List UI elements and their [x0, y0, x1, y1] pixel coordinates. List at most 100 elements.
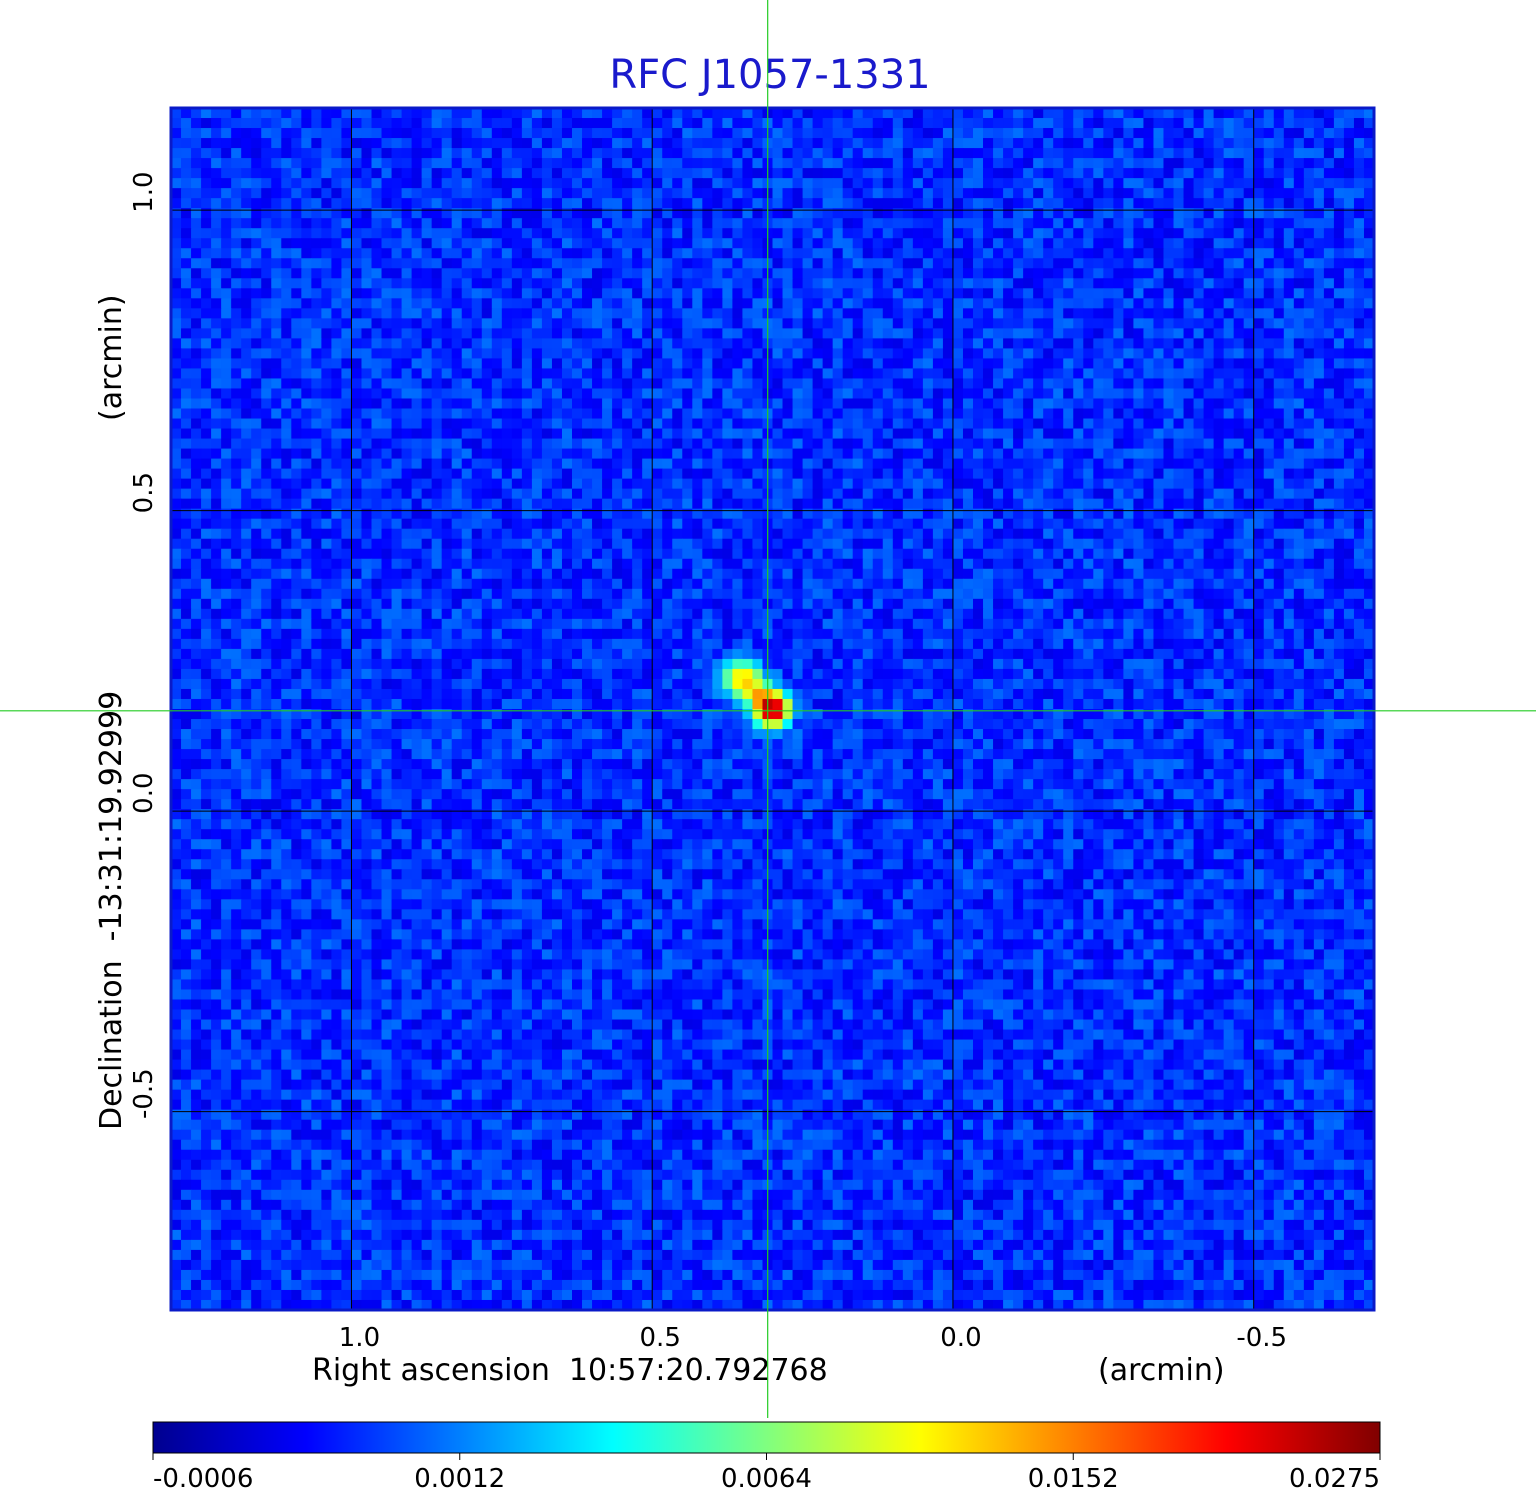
heatmap-cell	[1303, 158, 1315, 169]
heatmap-cell	[1003, 318, 1014, 329]
heatmap-cell	[221, 338, 232, 349]
heatmap-cell	[942, 108, 954, 119]
heatmap-cell	[1163, 298, 1175, 309]
heatmap-cell	[481, 328, 493, 339]
heatmap-cell	[702, 438, 713, 450]
heatmap-cell	[371, 458, 383, 470]
heatmap-cell	[1313, 308, 1325, 319]
heatmap-cell	[1103, 158, 1114, 169]
heatmap-cell	[511, 218, 523, 229]
heatmap-cell	[752, 238, 764, 249]
heatmap-cell	[1343, 118, 1355, 129]
heatmap-cell	[932, 348, 944, 360]
heatmap-cell	[1283, 398, 1295, 410]
heatmap-cell	[371, 198, 383, 209]
heatmap-cell	[572, 388, 583, 400]
heatmap-cell	[1083, 458, 1094, 470]
heatmap-cell	[832, 448, 844, 460]
heatmap-cell	[551, 128, 563, 139]
heatmap-cell	[471, 148, 483, 159]
heatmap-cell	[582, 338, 593, 349]
heatmap-cell	[592, 218, 603, 229]
heatmap-cell	[612, 108, 623, 119]
heatmap-cell	[1313, 158, 1325, 169]
heatmap-cell	[722, 148, 734, 159]
heatmap-cell	[1183, 408, 1195, 420]
heatmap-cell	[521, 188, 533, 199]
heatmap-cell	[231, 378, 242, 390]
heatmap-cell	[461, 238, 473, 249]
heatmap-cell	[561, 338, 573, 349]
heatmap-cell	[1043, 268, 1054, 279]
heatmap-cell	[1133, 328, 1145, 339]
heatmap-cell	[321, 378, 333, 390]
heatmap-cell	[932, 208, 944, 219]
heatmap-cell	[1213, 298, 1225, 309]
heatmap-cell	[251, 258, 262, 269]
heatmap-cell	[952, 388, 964, 400]
heatmap-cell	[752, 288, 764, 299]
heatmap-cell	[922, 298, 934, 309]
heatmap-cell	[221, 118, 232, 129]
heatmap-cell	[441, 308, 453, 319]
heatmap-cell	[1323, 218, 1335, 229]
heatmap-cell	[541, 458, 553, 470]
heatmap-cell	[331, 458, 343, 470]
heatmap-cell	[1223, 508, 1235, 520]
heatmap-cell	[632, 348, 643, 360]
heatmap-cell	[692, 438, 703, 450]
heatmap-cell	[191, 238, 202, 249]
heatmap-cell	[1343, 198, 1355, 209]
heatmap-cell	[1163, 338, 1175, 349]
heatmap-cell	[1343, 508, 1355, 520]
heatmap-cell	[772, 138, 784, 149]
heatmap-cell	[1263, 368, 1275, 380]
heatmap-cell	[932, 238, 944, 249]
heatmap-cell	[1253, 308, 1265, 319]
heatmap-cell	[371, 208, 383, 219]
heatmap-cell	[682, 298, 693, 309]
heatmap-cell	[672, 248, 683, 259]
heatmap-cell	[381, 488, 393, 500]
heatmap-cell	[1183, 248, 1195, 259]
heatmap-cell	[1063, 398, 1074, 410]
heatmap-cell	[682, 458, 693, 470]
heatmap-cell	[602, 398, 613, 410]
heatmap-cell	[672, 428, 683, 440]
heatmap-cell	[1013, 118, 1024, 129]
heatmap-cell	[782, 318, 794, 329]
heatmap-cell	[1233, 108, 1245, 119]
heatmap-cell	[191, 118, 202, 129]
heatmap-cell	[642, 338, 653, 349]
heatmap-cell	[321, 428, 333, 440]
heatmap-cell	[1113, 248, 1124, 259]
heatmap-cell	[301, 348, 312, 360]
heatmap-cell	[942, 468, 954, 480]
heatmap-cell	[672, 438, 683, 450]
heatmap-cell	[1213, 238, 1225, 249]
heatmap-cell	[1013, 408, 1024, 420]
heatmap-cell	[431, 138, 443, 149]
heatmap-cell	[1053, 128, 1064, 139]
heatmap-cell	[582, 158, 593, 169]
heatmap-cell	[862, 268, 874, 279]
heatmap-cell	[271, 448, 282, 460]
heatmap-cell	[361, 158, 373, 169]
heatmap-cell	[1323, 388, 1335, 400]
heatmap-cell	[983, 288, 994, 299]
heatmap-cell	[973, 248, 984, 259]
heatmap-cell	[1293, 298, 1305, 309]
heatmap-cell	[1103, 348, 1114, 360]
heatmap-cell	[1063, 318, 1074, 329]
heatmap-cell	[962, 478, 974, 490]
heatmap-cell	[1353, 168, 1365, 179]
heatmap-cell	[973, 228, 984, 239]
heatmap-cell	[973, 298, 984, 309]
heatmap-cell	[461, 428, 473, 440]
heatmap-cell	[832, 238, 844, 249]
heatmap-cell	[1353, 278, 1365, 289]
heatmap-cell	[541, 328, 553, 339]
heatmap-cell	[632, 218, 643, 229]
heatmap-cell	[642, 488, 653, 500]
heatmap-cell	[1003, 288, 1014, 299]
